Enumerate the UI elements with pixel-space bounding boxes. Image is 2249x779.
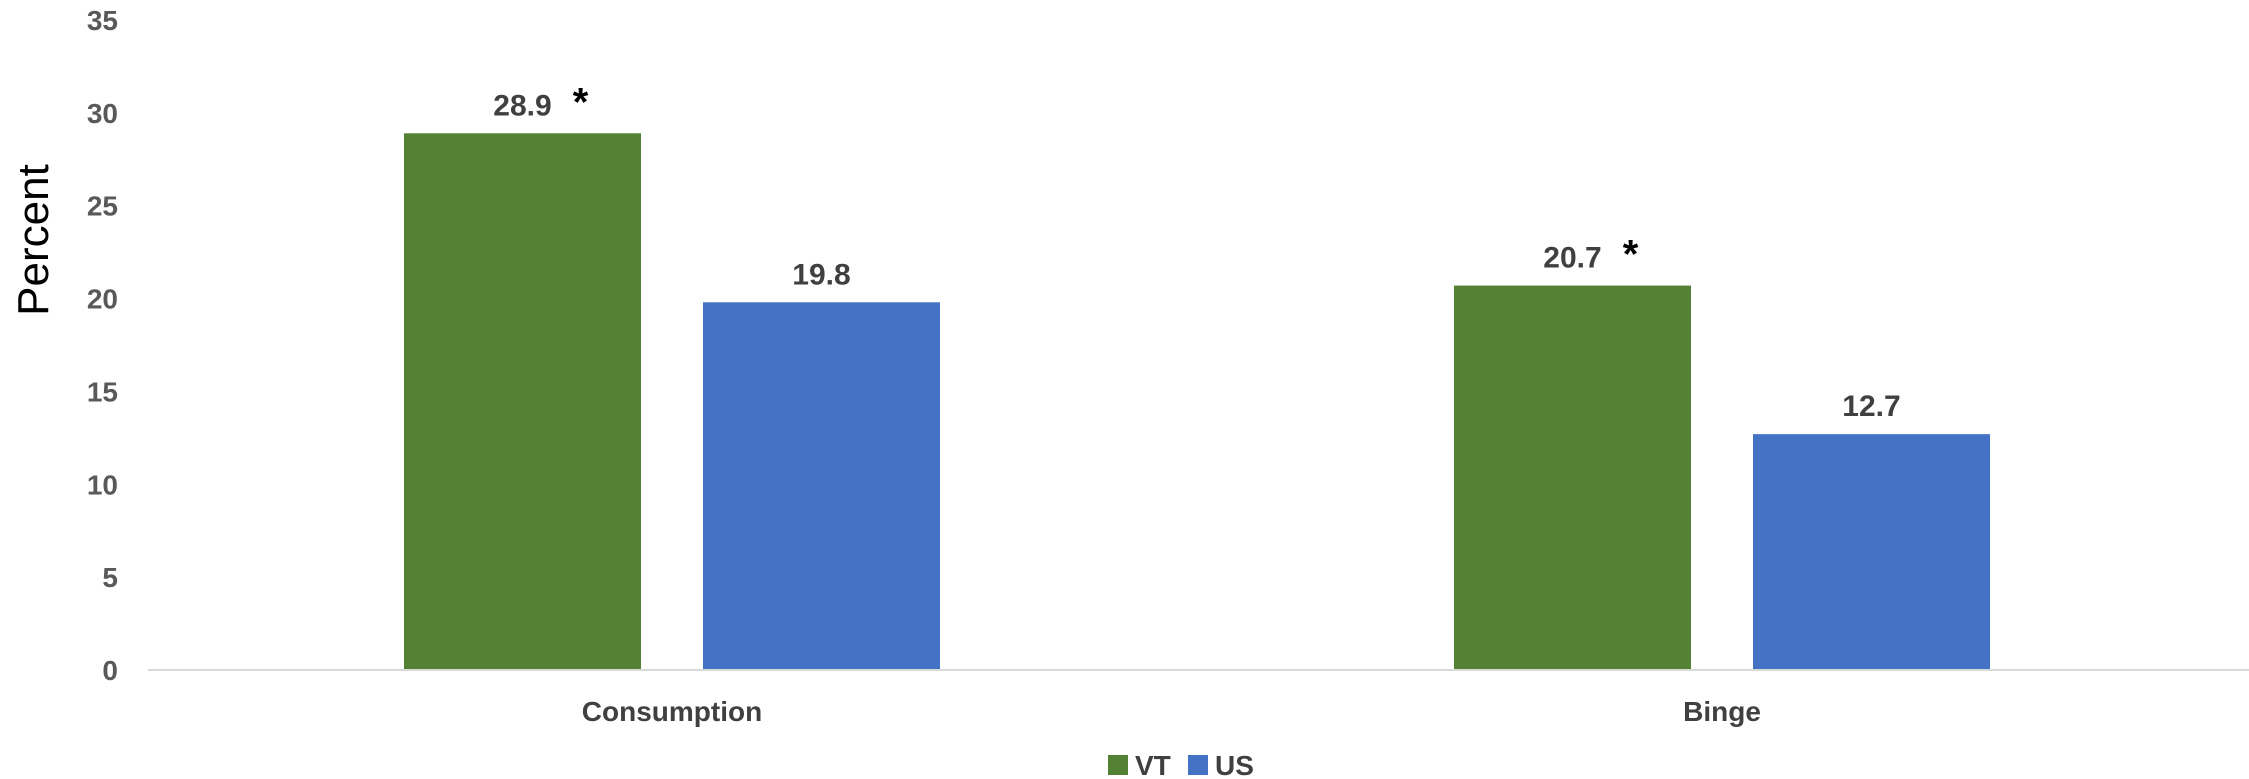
legend-label-vt: VT (1135, 750, 1171, 779)
significance-asterisk: * (573, 80, 589, 124)
data-label: 28.9 (493, 89, 551, 122)
significance-asterisk: * (1623, 233, 1639, 277)
y-tick-label: 5 (102, 562, 118, 593)
category-label: Binge (1683, 696, 1761, 727)
y-tick-label: 30 (87, 98, 118, 129)
legend-label-us: US (1215, 750, 1254, 779)
y-tick-label: 25 (87, 191, 118, 222)
category-label: Consumption (582, 696, 762, 727)
y-axis-label: Percent (9, 164, 58, 316)
y-tick-label: 20 (87, 284, 118, 315)
y-axis-ticks: 0 5 10 15 20 25 30 35 (87, 5, 118, 686)
bar-us-binge (1753, 434, 1990, 670)
bar-us-consumption (703, 302, 940, 670)
bars (404, 133, 1990, 671)
annotations: ** (573, 80, 1639, 276)
y-tick-label: 10 (87, 469, 118, 500)
legend-swatch-vt (1108, 755, 1128, 775)
legend-swatch-us (1188, 755, 1208, 775)
y-tick-label: 15 (87, 376, 118, 407)
y-tick-label: 35 (87, 5, 118, 36)
data-labels: 28.9 20.7 19.8 12.7 (493, 89, 1900, 423)
bar-vt-binge (1454, 285, 1691, 670)
data-label: 12.7 (1842, 390, 1900, 423)
y-tick-label: 0 (102, 655, 118, 686)
legend: VT US (1108, 750, 1254, 779)
data-label: 20.7 (1543, 242, 1601, 275)
data-label: 19.8 (792, 258, 850, 291)
category-labels: Consumption Binge (582, 696, 1761, 727)
bar-vt-consumption (404, 133, 641, 671)
